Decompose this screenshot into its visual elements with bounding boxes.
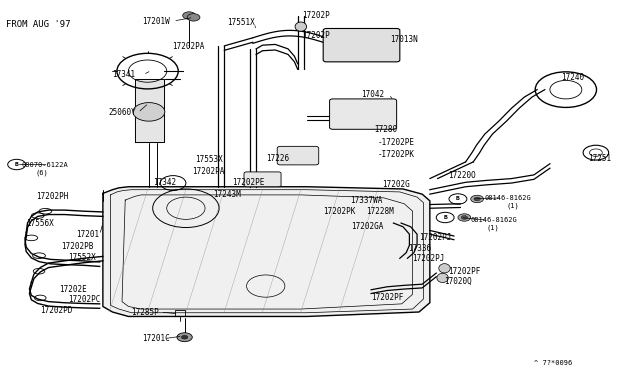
Text: 17020Q: 17020Q [445, 277, 472, 286]
Text: 17202E: 17202E [60, 285, 87, 294]
Text: 17202PD: 17202PD [40, 306, 73, 315]
Text: 17552X: 17552X [68, 253, 95, 262]
Text: 17285P: 17285P [132, 308, 159, 317]
Text: B: B [456, 196, 460, 202]
Text: B: B [444, 215, 447, 220]
Ellipse shape [439, 264, 451, 273]
FancyBboxPatch shape [323, 29, 400, 62]
Text: 17202PF: 17202PF [448, 267, 480, 276]
Text: 17202PJ: 17202PJ [413, 254, 445, 263]
Circle shape [177, 333, 192, 341]
Text: ^ 7?*0096: ^ 7?*0096 [534, 360, 572, 366]
Circle shape [461, 216, 467, 219]
Text: B: B [15, 162, 19, 167]
Text: 17228M: 17228M [367, 207, 394, 216]
Text: 17202PB: 17202PB [61, 241, 93, 250]
Text: 17342: 17342 [153, 178, 176, 187]
Text: (6): (6) [36, 170, 49, 176]
FancyBboxPatch shape [330, 99, 397, 129]
Circle shape [133, 103, 165, 121]
Text: -I7202PK: -I7202PK [378, 150, 415, 159]
Text: 17201W: 17201W [143, 17, 170, 26]
Bar [175, 310, 184, 317]
Text: FROM AUG '97: FROM AUG '97 [6, 20, 70, 29]
Text: 17226: 17226 [266, 154, 289, 163]
Text: 17202PJ: 17202PJ [419, 233, 451, 243]
Text: 08146-8162G: 08146-8162G [470, 217, 517, 223]
Text: 17202PE: 17202PE [232, 178, 264, 187]
Polygon shape [135, 78, 164, 141]
Text: (1): (1) [506, 202, 519, 209]
Circle shape [182, 12, 195, 19]
Text: 17336: 17336 [408, 244, 431, 253]
Text: 17341: 17341 [113, 70, 136, 79]
Text: 17202PH: 17202PH [36, 192, 68, 201]
Ellipse shape [437, 273, 449, 283]
Circle shape [458, 214, 470, 221]
Text: 17551X: 17551X [227, 19, 255, 28]
Ellipse shape [295, 22, 307, 31]
Text: 17240: 17240 [561, 73, 584, 82]
Text: 17202P: 17202P [302, 31, 330, 41]
Text: 17337WA: 17337WA [350, 196, 382, 205]
Text: 08070-6122A: 08070-6122A [21, 161, 68, 167]
Circle shape [181, 335, 188, 339]
Text: 17202PC: 17202PC [68, 295, 100, 304]
Text: 17202GA: 17202GA [351, 222, 383, 231]
Text: I7280: I7280 [374, 125, 397, 134]
Text: -17202PE: -17202PE [378, 138, 415, 147]
Text: 17556X: 17556X [26, 219, 54, 228]
Polygon shape [103, 187, 430, 317]
Circle shape [470, 195, 483, 203]
Text: 17553X: 17553X [195, 155, 223, 164]
Text: 17202PA: 17202PA [192, 167, 225, 176]
Circle shape [474, 197, 480, 201]
Text: 25060Y: 25060Y [108, 108, 136, 117]
Text: 17202G: 17202G [383, 180, 410, 189]
Text: 17243M: 17243M [212, 190, 241, 199]
Text: 17220O: 17220O [448, 171, 476, 180]
Text: 17201C: 17201C [143, 334, 170, 343]
Text: 17251: 17251 [588, 154, 611, 163]
Text: 17201: 17201 [76, 230, 99, 240]
Text: (1): (1) [486, 224, 499, 231]
Text: 17042: 17042 [362, 90, 385, 99]
Circle shape [187, 14, 200, 21]
Text: 08146-8162G: 08146-8162G [484, 195, 531, 201]
Text: 17202PF: 17202PF [371, 293, 403, 302]
Text: 17202PA: 17202PA [172, 42, 204, 51]
FancyBboxPatch shape [244, 172, 281, 187]
Text: 17202P: 17202P [302, 11, 330, 20]
FancyBboxPatch shape [277, 146, 319, 165]
Text: 17202PK: 17202PK [323, 207, 356, 216]
Text: 17013N: 17013N [390, 35, 418, 44]
